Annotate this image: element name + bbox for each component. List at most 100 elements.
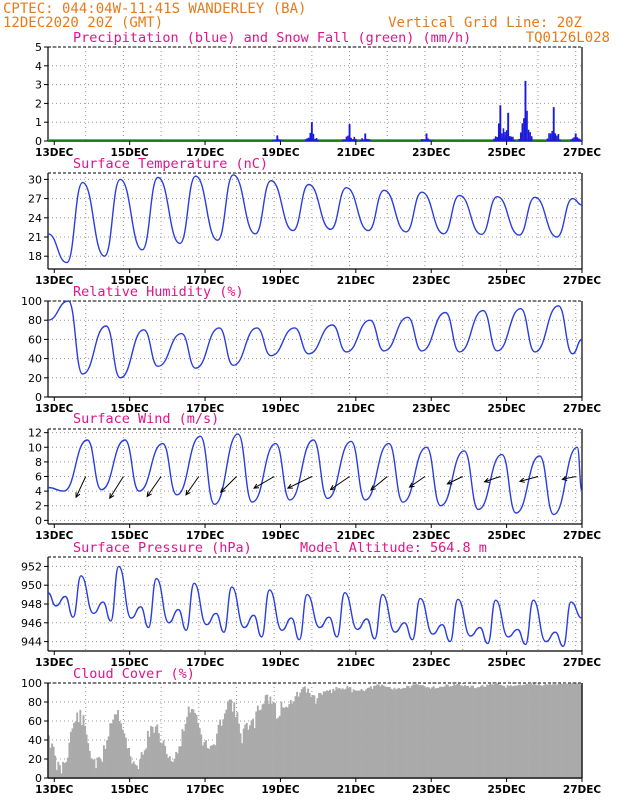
pres-xtick-label: 13DEC xyxy=(35,657,74,669)
cloud-bar xyxy=(310,696,313,778)
precip-bar xyxy=(521,123,524,141)
cloud-bar xyxy=(362,690,364,778)
precip-bar xyxy=(512,136,514,141)
precip-bar xyxy=(312,133,315,141)
cloud-bar xyxy=(512,685,515,778)
rh-ytick-label: 80 xyxy=(28,314,42,327)
precip-ytick-label: 2 xyxy=(35,97,42,110)
precip-xtick-label: 21DEC xyxy=(337,147,376,159)
cloud-bar xyxy=(66,757,69,778)
rh-xtick-label: 27DEC xyxy=(563,403,602,415)
cloud-bar xyxy=(369,686,372,778)
wind-ytick-label: 12 xyxy=(28,427,42,440)
precip-title: Precipitation (blue) and Snow Fall (gree… xyxy=(73,30,471,46)
cloud-bar xyxy=(203,742,206,778)
cloud-bar xyxy=(486,684,489,778)
precip-bar xyxy=(306,138,308,141)
cloud-bar xyxy=(446,684,449,778)
cloud-bar xyxy=(561,683,564,778)
wind-vector-head xyxy=(219,487,226,494)
cloud-bar xyxy=(322,691,325,778)
precip-bar xyxy=(350,137,352,141)
cloud-bar xyxy=(346,685,349,778)
cloud-bar xyxy=(74,721,77,778)
cloud-bar xyxy=(274,703,277,778)
cloud-bar xyxy=(172,762,174,778)
precip-bar xyxy=(527,129,530,141)
pres-xtick-label: 17DEC xyxy=(186,657,225,669)
grid-note-label: Vertical Grid Line: 20Z xyxy=(388,15,582,31)
cloud-bar xyxy=(514,685,517,778)
cloud-bar xyxy=(527,684,529,778)
wind-ytick-label: 0 xyxy=(35,514,42,527)
cloud-bar xyxy=(358,690,361,778)
cloud-bar xyxy=(349,687,352,778)
cloud-bar xyxy=(380,684,383,778)
cloud-bar xyxy=(475,688,478,778)
wind-ytick-label: 6 xyxy=(35,471,42,484)
precip-panel: 0 1 2 3 4 5 13DEC 15DEC 17DEC 19DEC 21DEC 23DEC 25DE… xyxy=(35,41,601,159)
temp-xtick-label: 17DEC xyxy=(186,275,225,287)
cloud-bar xyxy=(151,726,154,778)
cloud-bar xyxy=(325,690,328,778)
cloud-bar xyxy=(190,708,193,778)
cloud-bar xyxy=(87,743,90,778)
cloud-bar xyxy=(472,685,474,778)
cloud-bar xyxy=(161,743,163,778)
wind-vector xyxy=(75,476,87,498)
precip-bar xyxy=(304,139,307,141)
cloud-bar xyxy=(286,707,289,778)
wind-vector-head xyxy=(518,477,525,483)
cloud-bar xyxy=(572,684,575,778)
cloud-bar xyxy=(234,717,237,778)
cloud-bar xyxy=(454,685,457,778)
cloud-bar xyxy=(124,737,127,778)
cloud-bar xyxy=(209,745,212,778)
cloud-bar xyxy=(379,686,382,778)
wind-xtick-label: 19DEC xyxy=(261,530,300,542)
precip-bar xyxy=(314,138,316,141)
cloud-bar xyxy=(68,742,71,778)
cloud-bar xyxy=(98,757,101,778)
cloud-bar xyxy=(249,725,251,778)
cloud-bar xyxy=(245,722,248,778)
wind-speed-line xyxy=(47,433,583,516)
precip-xtick-label: 13DEC xyxy=(35,147,74,159)
cloud-bar xyxy=(65,761,68,778)
cloud-bar xyxy=(541,685,544,778)
cloud-bar xyxy=(263,703,266,778)
precip-bar xyxy=(369,139,371,141)
cloud-xtick-label: 23DEC xyxy=(412,784,451,796)
precip-bar xyxy=(581,140,583,141)
cloud-bar xyxy=(494,683,496,778)
precip-bar xyxy=(276,135,279,141)
cloud-xtick-label: 27DEC xyxy=(563,784,602,796)
precip-bar xyxy=(344,139,346,141)
cloud-bar xyxy=(283,707,286,778)
temperature-panel: 18 21 24 27 30 13DEC 15DEC 17DEC 19DEC 21DEC 23DEC… xyxy=(28,172,602,287)
cloud-bar xyxy=(489,683,492,778)
wind-vector xyxy=(330,476,350,491)
cloud-bar xyxy=(506,685,509,778)
cloud-bar xyxy=(217,724,220,778)
cloud-bar xyxy=(255,711,258,778)
cloud-bar xyxy=(578,683,581,778)
cloud-bar xyxy=(560,683,562,778)
precip-bar xyxy=(345,136,348,141)
cloud-bar xyxy=(238,723,240,778)
humidity-title: Relative Humidity (%) xyxy=(73,284,244,300)
temp-ytick-label: 18 xyxy=(28,250,42,263)
precip-xtick-label: 19DEC xyxy=(261,147,300,159)
temp-xtick-label: 27DEC xyxy=(563,275,602,287)
wind-vector-head xyxy=(185,489,191,496)
precip-bar xyxy=(430,140,433,141)
precip-bar xyxy=(557,133,560,141)
cloud-bar xyxy=(384,686,386,778)
cloud-bar xyxy=(52,746,55,778)
cloud-bar xyxy=(55,769,58,778)
cloud-bar xyxy=(101,761,104,778)
cloud-xtick-label: 19DEC xyxy=(261,784,300,796)
cloud-bar xyxy=(371,688,374,778)
cloud-bar xyxy=(435,688,438,778)
cloud-bar xyxy=(211,745,214,778)
